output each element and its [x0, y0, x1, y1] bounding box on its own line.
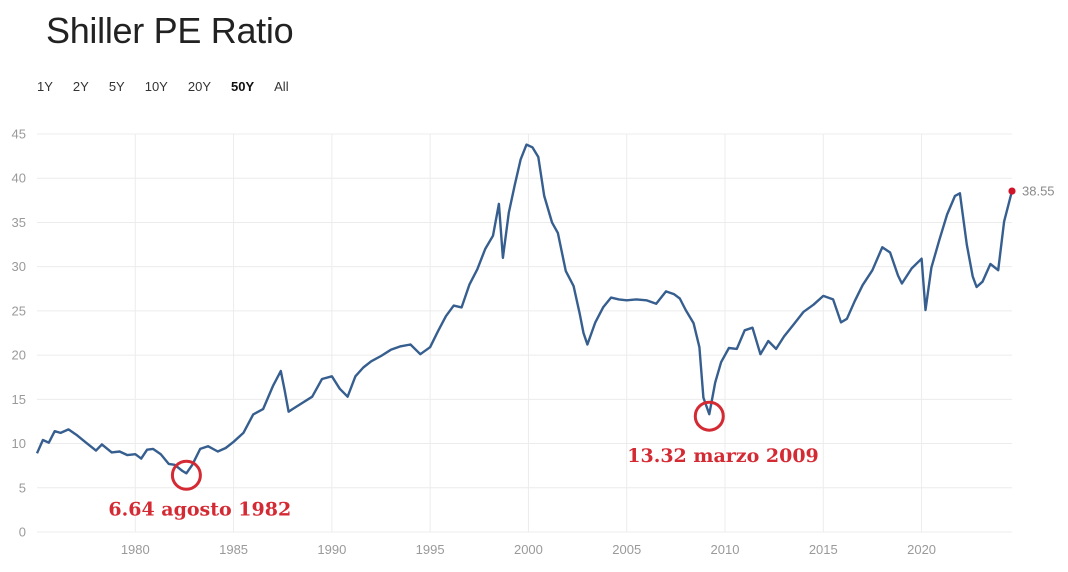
range-20y-button[interactable]: 20Y — [187, 79, 211, 94]
y-tick-label: 20 — [12, 348, 26, 363]
range-all-button[interactable]: All — [274, 79, 289, 94]
y-tick-label: 0 — [19, 525, 26, 540]
y-tick-label: 25 — [12, 303, 26, 318]
x-tick-label: 1990 — [317, 542, 346, 557]
annotation-circle — [170, 459, 202, 491]
y-tick-label: 10 — [12, 436, 26, 451]
chart-grid — [37, 133, 1012, 533]
y-tick-label: 5 — [19, 480, 26, 495]
range-selector: 1Y 2Y 5Y 10Y 20Y 50Y All — [37, 79, 309, 94]
series-line — [35, 143, 1014, 475]
annotation-circle — [693, 400, 725, 432]
x-tick-label: 2020 — [907, 542, 936, 557]
x-tick-label: 2015 — [809, 542, 838, 557]
y-tick-label: 40 — [12, 171, 26, 186]
range-5y-button[interactable]: 5Y — [108, 79, 125, 94]
annotations: 6.64 agosto 1982 13.32 marzo 2009 — [108, 400, 819, 520]
range-2y-button[interactable]: 2Y — [72, 79, 89, 94]
last-point-marker — [1008, 187, 1016, 195]
annotation-label: 6.64 agosto 1982 — [108, 498, 291, 520]
range-10y-button[interactable]: 10Y — [144, 79, 168, 94]
y-tick-label: 35 — [12, 215, 26, 230]
x-axis-ticks: 1980 1985 1990 1995 2000 2005 2010 2015 2020 — [121, 542, 936, 557]
x-tick-label: 2005 — [612, 542, 641, 557]
x-tick-label: 1985 — [219, 542, 248, 557]
y-axis-ticks: 0 5 10 15 20 25 30 35 40 45 — [12, 127, 26, 540]
y-tick-label: 30 — [12, 259, 26, 274]
page-title: Shiller PE Ratio — [46, 10, 294, 51]
range-1y-button[interactable]: 1Y — [37, 79, 53, 94]
y-tick-label: 15 — [12, 392, 26, 407]
x-tick-label: 1995 — [416, 542, 445, 557]
annotation-label: 13.32 marzo 2009 — [627, 445, 819, 467]
y-tick-label: 45 — [12, 127, 26, 142]
x-tick-label: 2000 — [514, 542, 543, 557]
x-tick-label: 1980 — [121, 542, 150, 557]
range-50y-button[interactable]: 50Y — [231, 79, 255, 94]
x-tick-label: 2010 — [711, 542, 740, 557]
last-value-label: 38.55 — [1022, 184, 1055, 199]
